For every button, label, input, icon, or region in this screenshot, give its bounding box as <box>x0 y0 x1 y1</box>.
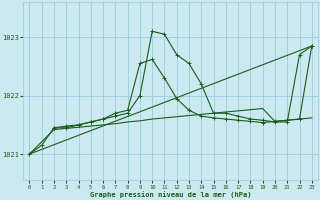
X-axis label: Graphe pression niveau de la mer (hPa): Graphe pression niveau de la mer (hPa) <box>90 191 251 198</box>
